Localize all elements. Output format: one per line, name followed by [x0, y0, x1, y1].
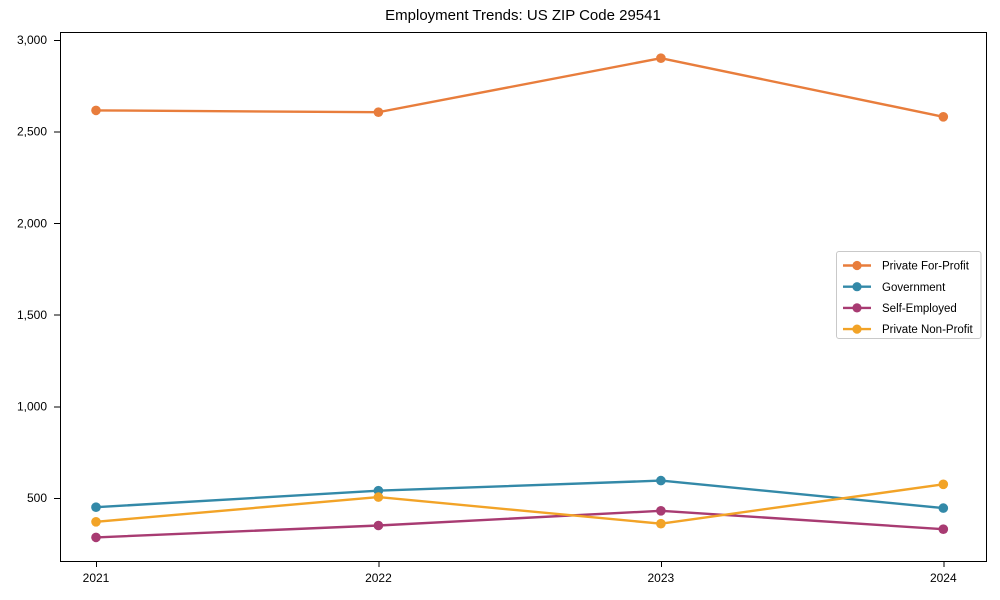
series-line-private-non-profit: [94, 483, 945, 525]
legend-marker: [852, 324, 862, 334]
data-point-private-for-profit-2024: [938, 112, 949, 122]
data-point-private-non-profit-2023: [656, 518, 666, 529]
legend-item-private-for-profit: Private For-Profit: [843, 261, 970, 273]
legend-marker: [852, 260, 862, 271]
legend-box: [836, 251, 982, 339]
data-point-self-employed-2024: [938, 524, 949, 534]
data-point-self-employed-2022: [373, 520, 384, 531]
x-tick-label: 2023: [648, 571, 675, 585]
legend-item-self-employed: Self-Employed: [843, 303, 957, 315]
y-tick-label: 2,500: [17, 125, 47, 139]
data-point-private-for-profit-2023: [656, 53, 666, 63]
data-point-private-non-profit-2022: [373, 492, 384, 502]
data-point-self-employed-2021: [91, 532, 101, 543]
legend-label: Private Non-Profit: [882, 324, 974, 336]
data-point-private-non-profit-2021: [91, 517, 101, 527]
data-point-private-non-profit-2024: [938, 479, 949, 490]
y-tick-label: 1,000: [17, 400, 47, 414]
legend-marker: [852, 282, 862, 292]
legend-label: Government: [882, 282, 946, 294]
legend-item-private-non-profit: Private Non-Profit: [843, 324, 974, 336]
data-point-private-for-profit-2021: [91, 105, 101, 116]
y-tick-label: 1,500: [17, 308, 47, 322]
x-tick-label: 2022: [365, 571, 392, 585]
data-point-government-2024: [938, 503, 949, 513]
legend-marker: [852, 303, 862, 313]
plot-frame: [60, 32, 987, 562]
y-tick-label: 3,000: [17, 33, 47, 47]
legend: Private For-Profit Government Self-Employe…: [836, 251, 982, 339]
y-tick-label: 2,000: [17, 216, 47, 230]
y-tick-label: 500: [27, 491, 47, 505]
data-point-private-for-profit-2022: [373, 107, 384, 117]
series-line-government: [94, 479, 945, 510]
legend-label: Self-Employed: [882, 303, 957, 315]
data-point-government-2021: [91, 502, 101, 512]
x-tick-label: 2024: [930, 571, 957, 585]
series-line-self-employed: [94, 509, 945, 539]
series-line-private-for-profit: [94, 57, 945, 119]
legend-item-government: Government: [843, 282, 946, 294]
chart-title: Employment Trends: US ZIP Code 29541: [385, 7, 661, 24]
legend-label: Private For-Profit: [882, 261, 970, 273]
data-point-government-2023: [656, 475, 666, 486]
data-point-self-employed-2023: [656, 506, 666, 516]
x-tick-label: 2021: [83, 571, 110, 585]
